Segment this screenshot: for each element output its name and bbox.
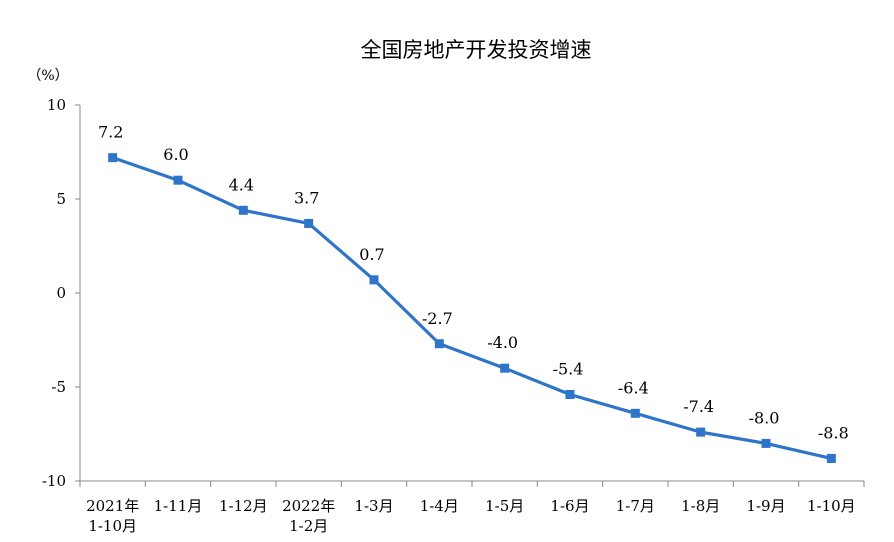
data-label: -2.7 <box>422 309 453 328</box>
data-label: 4.4 <box>229 175 254 194</box>
data-label: -4.0 <box>487 333 518 352</box>
y-axis-ticks: 10 5 0 -5 -10 <box>42 96 80 490</box>
y-axis-unit-label: （%） <box>27 68 68 84</box>
data-point <box>826 453 836 463</box>
data-label: -6.4 <box>618 378 649 397</box>
chart-title: 全国房地产开发投资增速 <box>361 38 592 62</box>
x-tick-label: 1-12月 <box>219 497 268 515</box>
data-label: 6.0 <box>163 145 188 164</box>
data-label: -7.4 <box>683 397 714 416</box>
data-point <box>108 153 118 163</box>
data-point <box>500 363 510 373</box>
x-tick-label: 1-5月 <box>485 497 524 515</box>
data-label: -5.4 <box>553 360 584 379</box>
x-tick-label-line2: 1-2月 <box>289 517 328 535</box>
data-point <box>238 205 248 215</box>
data-label: -8.8 <box>818 423 849 442</box>
data-label: -8.0 <box>749 408 780 427</box>
axes <box>79 105 864 482</box>
data-point <box>304 218 314 228</box>
series-group: 7.2 6.0 4.4 3.7 0.7 -2.7 -4.0 -5.4 -6.4 -7.4 -8.0 -… <box>98 123 849 463</box>
data-label: 0.7 <box>359 245 384 264</box>
data-point <box>630 408 640 418</box>
y-tick-label: 0 <box>56 284 66 302</box>
x-tick-label: 2022年 <box>282 497 335 515</box>
y-tick-label: 10 <box>47 96 66 114</box>
x-axis-ticks: 2021年 1-10月 1-11月 1-12月 2022年 1-2月 1-3月 1-4月 1-5… <box>79 481 865 535</box>
data-point <box>173 175 183 185</box>
series-line <box>111 156 833 461</box>
data-label: 3.7 <box>294 188 319 207</box>
x-tick-label: 1-3月 <box>354 497 393 515</box>
x-tick-label: 1-11月 <box>154 497 203 515</box>
y-tick-label: -5 <box>51 378 66 396</box>
x-tick-label: 1-7月 <box>616 497 655 515</box>
x-tick-label: 1-10月 <box>807 497 856 515</box>
x-tick-label: 1-8月 <box>681 497 720 515</box>
x-tick-label: 2021年 <box>86 497 139 515</box>
x-tick-label: 1-9月 <box>746 497 785 515</box>
data-point <box>434 339 444 349</box>
data-point <box>369 275 379 285</box>
y-tick-label: -10 <box>42 472 66 490</box>
data-point <box>565 390 575 400</box>
x-tick-label: 1-6月 <box>550 497 589 515</box>
y-tick-label: 5 <box>56 190 66 208</box>
x-tick-label: 1-4月 <box>420 497 459 515</box>
x-tick-label-line2: 1-10月 <box>88 517 137 535</box>
data-point <box>761 438 771 448</box>
data-label: 7.2 <box>98 123 123 142</box>
data-point <box>696 427 706 437</box>
